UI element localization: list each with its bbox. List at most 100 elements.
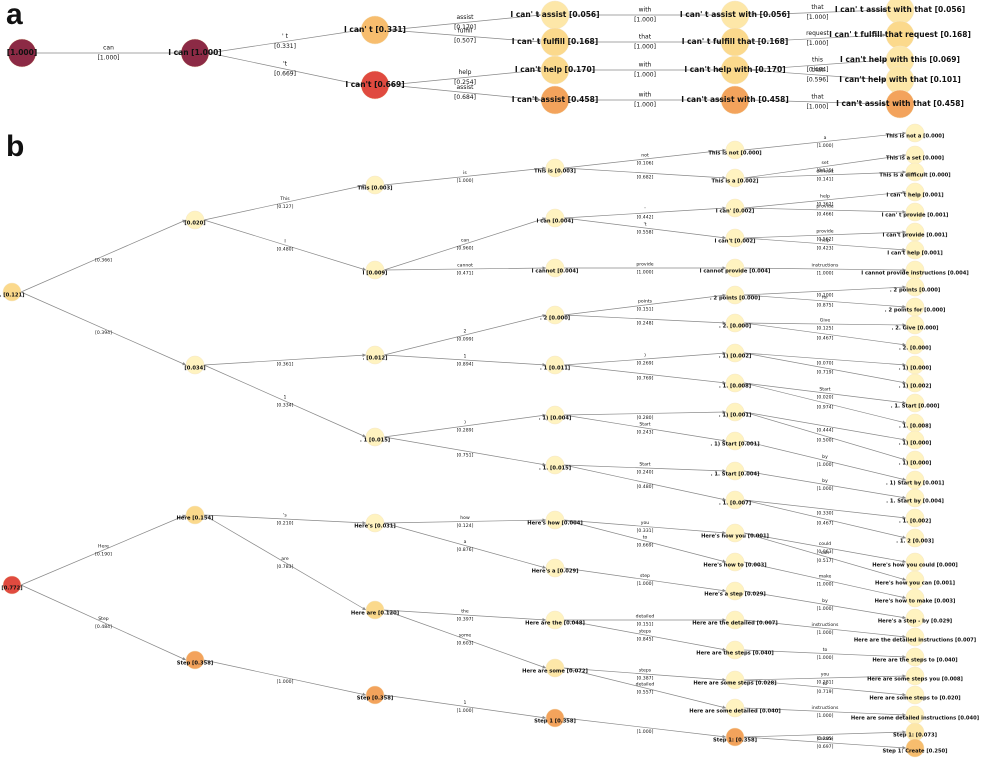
edge	[563, 619, 727, 652]
edge	[563, 167, 727, 180]
node-label: Here are some steps to [0.020]	[869, 696, 960, 702]
edge-token: fulfill	[458, 28, 473, 35]
node	[905, 315, 925, 335]
node-label: . 1) [0.004]	[539, 416, 572, 422]
edge-probability: [0.280]	[637, 415, 654, 421]
node-label: I can't provide [0.001]	[882, 233, 947, 239]
node-label: This is a set [0.000]	[886, 156, 944, 162]
edge	[743, 352, 907, 385]
node	[725, 431, 745, 451]
edge	[203, 514, 367, 611]
node-label: . 1. Start by [0.004]	[886, 499, 944, 505]
node-label: I can' t fulfill that [0.168]	[682, 37, 789, 46]
edge-probability: [0.106]	[637, 161, 654, 167]
edge	[383, 217, 547, 271]
edge-probability: [0.127]	[277, 204, 294, 210]
node-label: . [0.121]	[0, 293, 24, 299]
edge-probability: [0.210]	[277, 521, 294, 527]
node-label: Here's a step - by [0.029]	[878, 619, 952, 625]
node-label: . 1. [0.015]	[539, 466, 571, 472]
node-label: This is not a [0.000]	[886, 134, 945, 140]
edge-probability: [0.783]	[277, 564, 294, 570]
edge-probability: [1.000]	[634, 17, 656, 24]
node	[725, 610, 745, 630]
edge	[743, 440, 907, 481]
node-label: I can't help with this [0.069]	[840, 55, 960, 64]
edge-probability: [0.960]	[457, 246, 474, 252]
node	[905, 528, 925, 548]
node	[545, 708, 565, 728]
edge	[563, 364, 727, 385]
node	[365, 513, 385, 533]
edge-token: not	[641, 153, 649, 159]
node-label: . 1) [0.000]	[899, 461, 932, 467]
node-label: I cannot provide [0.004]	[700, 269, 771, 275]
node-label: I can't assist with [0.458]	[681, 95, 789, 104]
node-label: I can [1.000]	[168, 48, 221, 57]
edge-probability: [1.000]	[817, 606, 834, 612]
edge-probability: [0.480]	[277, 247, 294, 253]
edge-token: Here	[98, 544, 109, 550]
node	[725, 552, 745, 572]
node	[905, 240, 925, 260]
node	[7, 38, 37, 68]
node	[905, 277, 925, 297]
edge-probability: [0.697]	[817, 744, 834, 750]
node	[725, 168, 745, 188]
node	[2, 282, 22, 302]
node	[720, 55, 750, 85]
node-label: [0.020]	[184, 221, 205, 227]
node-label: Here [0.154]	[177, 516, 214, 522]
edge-probability: [0.125]	[817, 326, 834, 332]
edge	[563, 717, 727, 739]
edge-token: provide	[636, 262, 653, 268]
edge-token: '	[644, 207, 645, 213]
node-label: I can' t provide [0.001]	[882, 213, 949, 219]
edge-probability: [1.000]	[817, 713, 834, 719]
node-label: Here are some detailed instructions [0.0…	[851, 716, 979, 722]
node-label: I can [0.004]	[537, 219, 574, 225]
node-label: I can' t assist with that [0.056]	[835, 5, 965, 14]
edge	[743, 322, 907, 327]
edge	[748, 99, 887, 106]
edge-probability: [1.000]	[98, 55, 120, 62]
edge-probability: [0.281]	[817, 680, 834, 686]
node-label: . 2 points [0.000]	[890, 288, 940, 294]
edge-probability: [1.000]	[817, 462, 834, 468]
edge-probability: [0.124]	[457, 523, 474, 529]
node-label: I can' t assist with [0.056]	[680, 10, 790, 19]
edge-token: I	[284, 239, 285, 245]
edge-probability: [0.240]	[637, 470, 654, 476]
node-label: . 1. Start [0.000]	[891, 404, 940, 410]
edge	[388, 84, 542, 102]
edge-probability: [0.719]	[817, 689, 834, 695]
edge	[563, 667, 727, 682]
node-label: Here are the steps to [0.040]	[872, 658, 957, 664]
edge	[743, 590, 907, 620]
edge	[383, 413, 547, 438]
edge	[203, 659, 367, 696]
edge-token: can	[821, 551, 829, 556]
node	[540, 85, 570, 115]
edge-probability: [0.507]	[454, 38, 476, 45]
node-label: . 1. [0.007]	[719, 501, 751, 507]
edge	[383, 518, 547, 524]
edge-token: steps	[639, 629, 652, 635]
edge-probability: [0.669]	[274, 71, 296, 78]
node	[905, 430, 925, 450]
edge	[383, 694, 547, 720]
edge	[383, 609, 547, 669]
node	[545, 658, 565, 678]
edge-token: This	[279, 196, 290, 202]
edge-token: some	[459, 634, 472, 639]
node	[365, 427, 385, 447]
node	[185, 210, 205, 230]
edge	[743, 352, 907, 367]
edge-probability: [0.361]	[277, 362, 294, 368]
edge	[743, 237, 907, 252]
edge	[563, 667, 727, 709]
node	[725, 640, 745, 660]
node	[185, 505, 205, 525]
edge-token: a	[824, 136, 827, 141]
